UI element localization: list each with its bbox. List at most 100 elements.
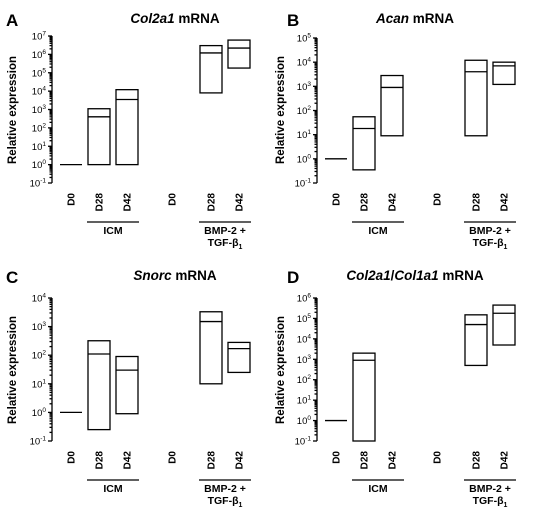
y-tick-base: 10 [32, 142, 43, 153]
y-tick-exponent: 2 [42, 122, 46, 129]
y-tick-base: 10 [297, 82, 308, 93]
y-tick-label: 10-1 [30, 436, 47, 448]
y-tick-base: 10 [32, 68, 43, 79]
y-tick-exponent: 0 [42, 159, 46, 166]
x-tick-label: D42 [235, 451, 246, 470]
y-tick-exponent: -1 [40, 436, 46, 443]
x-tick-label: D28 [95, 193, 106, 212]
y-tick-base: 10 [32, 351, 43, 362]
y-tick-label: 103 [32, 104, 47, 116]
x-tick-label: D28 [207, 451, 218, 470]
y-tick-exponent: 1 [307, 395, 311, 402]
y-tick-base: 10 [297, 396, 308, 407]
x-tick-label: D28 [472, 193, 483, 212]
x-tick-label: D42 [388, 193, 399, 212]
box-D28 [352, 116, 376, 171]
y-tick-exponent: 2 [42, 350, 46, 357]
box-D28 [464, 59, 488, 137]
y-tick-base: 10 [30, 179, 41, 190]
y-tick-base: 10 [297, 294, 308, 305]
y-tick-label: 103 [32, 321, 47, 333]
x-tick-label: D0 [433, 193, 444, 206]
x-tick-label: D28 [360, 451, 371, 470]
group-label-main: TGF-β [473, 237, 504, 249]
y-tick-exponent: 4 [307, 333, 311, 340]
y-tick-exponent: 3 [307, 354, 311, 361]
panel-title: Snorc mRNA [133, 268, 217, 283]
group-label: ICM [368, 483, 388, 495]
y-axis-label: Relative expression [275, 56, 287, 164]
box-D28 [464, 314, 488, 367]
x-tick-label: D42 [388, 451, 399, 470]
y-tick-exponent: 7 [42, 31, 46, 38]
y-tick-exponent: 3 [42, 104, 46, 111]
y-tick-label: 103 [297, 354, 312, 366]
group-label: ICM [103, 483, 123, 495]
y-tick-base: 10 [297, 375, 308, 386]
group-label: BMP-2 + [204, 225, 246, 237]
panel-letter: D [287, 268, 299, 287]
y-tick-base: 10 [32, 87, 43, 98]
title-part: Acan [375, 11, 409, 26]
group-label: BMP-2 + [204, 483, 246, 495]
y-axis-label: Relative expression [7, 56, 19, 164]
title-part: Col2a1 [130, 11, 174, 26]
y-tick-label: 102 [297, 374, 312, 386]
y-tick-base: 10 [32, 105, 43, 116]
y-tick-label: 105 [297, 33, 312, 45]
group-label-line2: TGF-β1 [473, 237, 508, 251]
group-label: ICM [368, 225, 388, 237]
box-D28 [199, 311, 223, 385]
y-tick-label: 10-1 [30, 178, 47, 190]
y-tick-label: 105 [297, 313, 312, 325]
y-tick-exponent: 5 [307, 33, 311, 40]
y-tick-base: 10 [32, 123, 43, 134]
group-label: ICM [103, 225, 123, 237]
y-tick-base: 10 [32, 160, 43, 171]
x-tick-label: D28 [360, 193, 371, 212]
title-part: Col2a1 [346, 268, 390, 283]
y-tick-exponent: 5 [42, 67, 46, 74]
y-tick-base: 10 [297, 314, 308, 325]
y-tick-label: 105 [32, 67, 47, 79]
y-tick-base: 10 [32, 408, 43, 419]
y-tick-label: 102 [297, 105, 312, 117]
y-tick-exponent: 4 [42, 86, 46, 93]
group-label-line2: TGF-β1 [208, 495, 243, 509]
y-tick-label: 104 [32, 86, 47, 98]
y-tick-exponent: 6 [42, 49, 46, 56]
y-tick-label: 106 [32, 49, 47, 61]
group-label-main: TGF-β [208, 495, 239, 507]
x-tick-label: D42 [500, 451, 511, 470]
y-tick-label: 101 [297, 395, 312, 407]
y-tick-base: 10 [32, 32, 43, 43]
y-tick-exponent: 5 [307, 313, 311, 320]
y-tick-exponent: 3 [307, 81, 311, 88]
x-tick-label: D0 [67, 193, 78, 206]
box-D42 [492, 61, 516, 86]
box-D28 [199, 44, 223, 94]
y-axis-label: Relative expression [7, 316, 19, 424]
y-tick-base: 10 [297, 154, 308, 165]
y-tick-label: 103 [297, 81, 312, 93]
x-tick-label: D42 [500, 193, 511, 212]
y-tick-base: 10 [297, 34, 308, 45]
x-tick-label: D0 [433, 451, 444, 464]
group-label-line2: TGF-β1 [208, 237, 243, 251]
x-tick-label: D42 [123, 193, 134, 212]
y-tick-base: 10 [295, 179, 306, 190]
title-part: mRNA [172, 268, 217, 283]
y-tick-exponent: 1 [42, 141, 46, 148]
title-part: / [391, 268, 395, 283]
y-tick-exponent: 2 [307, 105, 311, 112]
y-tick-base: 10 [32, 322, 43, 333]
y-tick-base: 10 [297, 106, 308, 117]
group-label-subscript: 1 [504, 502, 508, 509]
box-D42 [227, 341, 251, 374]
box-D42 [115, 355, 139, 415]
y-tick-base: 10 [295, 437, 306, 448]
y-tick-label: 104 [32, 293, 47, 305]
y-tick-label: 101 [32, 378, 47, 390]
y-tick-label: 107 [32, 31, 47, 43]
